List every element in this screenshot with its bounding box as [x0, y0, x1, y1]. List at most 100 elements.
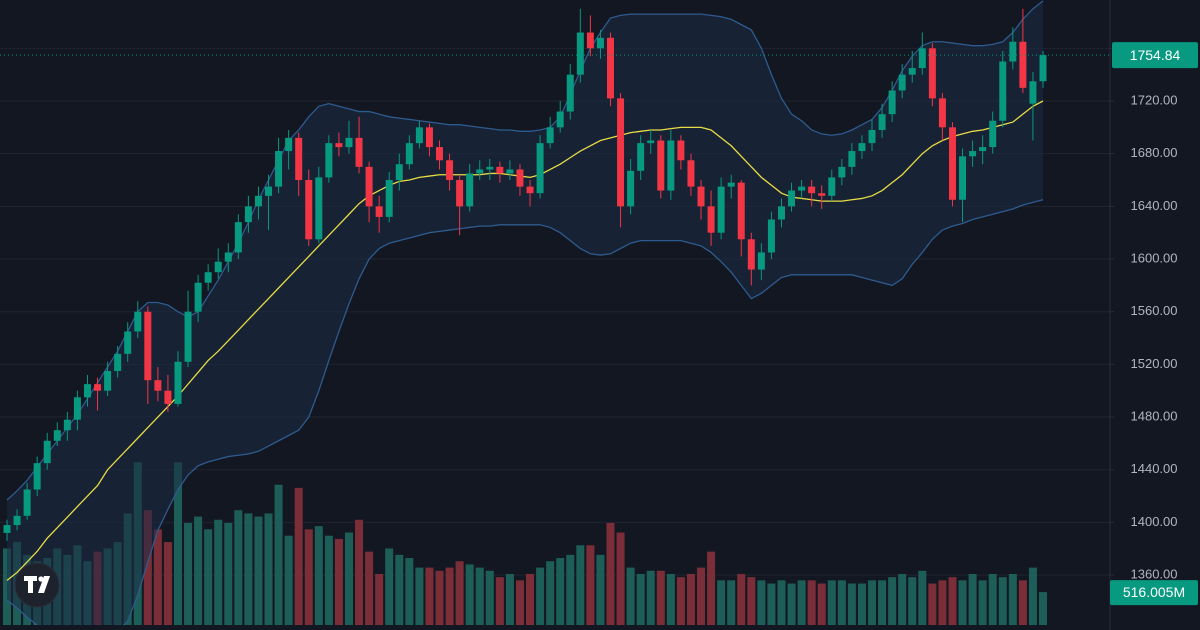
candle-body — [697, 186, 705, 207]
volume-bar — [566, 554, 575, 625]
candle-body — [395, 164, 403, 181]
candle-body — [415, 127, 423, 144]
band-fill — [7, 0, 1043, 625]
candle-body — [798, 186, 806, 191]
candle-body — [194, 282, 202, 312]
volume-bar — [435, 570, 444, 625]
volume-bar — [536, 567, 545, 625]
candle-body — [556, 111, 564, 128]
candle-body — [767, 219, 775, 253]
candle-body — [747, 239, 755, 270]
volume-bar — [757, 580, 766, 625]
candle-body — [969, 151, 977, 157]
volume-bar — [948, 577, 957, 625]
volume-bar — [747, 577, 756, 625]
y-tick-label: 1640.00 — [1131, 198, 1178, 213]
volume-bar — [385, 548, 394, 625]
volume-bar — [465, 564, 474, 625]
volume-bar — [686, 573, 695, 625]
candle-body — [104, 370, 112, 391]
volume-bar — [646, 570, 655, 625]
volume-bar — [264, 513, 273, 625]
candle-body — [425, 127, 433, 148]
volume-bar — [204, 529, 213, 625]
volume-bar — [767, 583, 776, 625]
candle-body — [355, 137, 363, 167]
volume-bar — [697, 567, 706, 625]
candle-body — [486, 166, 494, 170]
volume-bar — [526, 573, 535, 625]
candle-body — [1029, 81, 1037, 104]
volume-bar — [505, 573, 514, 625]
candle-body — [345, 137, 353, 148]
y-tick-label: 1680.00 — [1131, 145, 1178, 160]
volume-bar — [425, 567, 434, 625]
candle-body — [1019, 41, 1027, 88]
candle-body — [134, 311, 142, 332]
candle-body — [848, 151, 856, 167]
candle-body — [757, 252, 765, 270]
candle-body — [948, 127, 956, 200]
volume-bar — [173, 462, 182, 625]
candle-body — [928, 48, 936, 99]
volume-bar — [898, 573, 907, 625]
volume-bar — [878, 580, 887, 625]
volume-bar — [837, 580, 846, 625]
candle-body — [667, 140, 675, 191]
volume-bar — [153, 529, 162, 625]
plot-area — [0, 0, 1110, 625]
candle-body — [999, 61, 1007, 121]
candle-body — [184, 311, 192, 362]
volume-bar — [636, 573, 645, 625]
candle-body — [727, 182, 735, 187]
candle-body — [275, 151, 283, 187]
y-tick-label: 1480.00 — [1131, 408, 1178, 423]
candle-body — [687, 160, 695, 187]
volume-bar — [495, 577, 504, 625]
candle-body — [23, 489, 31, 516]
candle-body — [456, 180, 464, 207]
volume-bar — [777, 580, 786, 625]
candle-body — [94, 384, 102, 391]
volume-bar — [868, 580, 877, 625]
candle-body — [254, 195, 262, 207]
candle-body — [888, 90, 896, 115]
volume-bar — [847, 583, 856, 625]
volume-bar — [344, 532, 353, 625]
candle-body — [335, 143, 343, 148]
y-tick-label: 1600.00 — [1131, 250, 1178, 265]
candle-body — [627, 170, 635, 207]
volume-bar — [727, 580, 736, 625]
candle-body — [737, 182, 745, 240]
volume-bar — [485, 570, 494, 625]
volume-bar — [817, 583, 826, 625]
candle-body — [73, 397, 81, 420]
volume-bar — [234, 510, 243, 625]
candle-body — [244, 206, 252, 223]
volume-bar — [244, 513, 253, 625]
candle-body — [868, 129, 876, 144]
volume-bar — [968, 573, 977, 625]
candle-body — [476, 169, 484, 174]
candle-body — [13, 515, 21, 526]
candle-body — [385, 180, 393, 217]
volume-bar — [797, 580, 806, 625]
candle-body — [33, 463, 41, 490]
candle-body — [657, 140, 665, 191]
candle-body — [174, 361, 182, 404]
candle-body — [959, 156, 967, 200]
candle-body — [466, 173, 474, 207]
volume-badge — [1110, 580, 1198, 606]
volume-bar — [365, 551, 374, 625]
volume-bar — [1039, 592, 1047, 625]
candle-body — [576, 32, 584, 75]
candle-body — [144, 311, 152, 381]
volume-bar — [1008, 573, 1017, 625]
volume-bar — [224, 522, 233, 625]
candle-body — [446, 160, 454, 181]
volume-bar — [988, 573, 997, 625]
candle-body — [234, 222, 242, 253]
candle-body — [707, 206, 715, 233]
volume-bar — [576, 545, 585, 625]
volume-bar — [1028, 567, 1037, 625]
